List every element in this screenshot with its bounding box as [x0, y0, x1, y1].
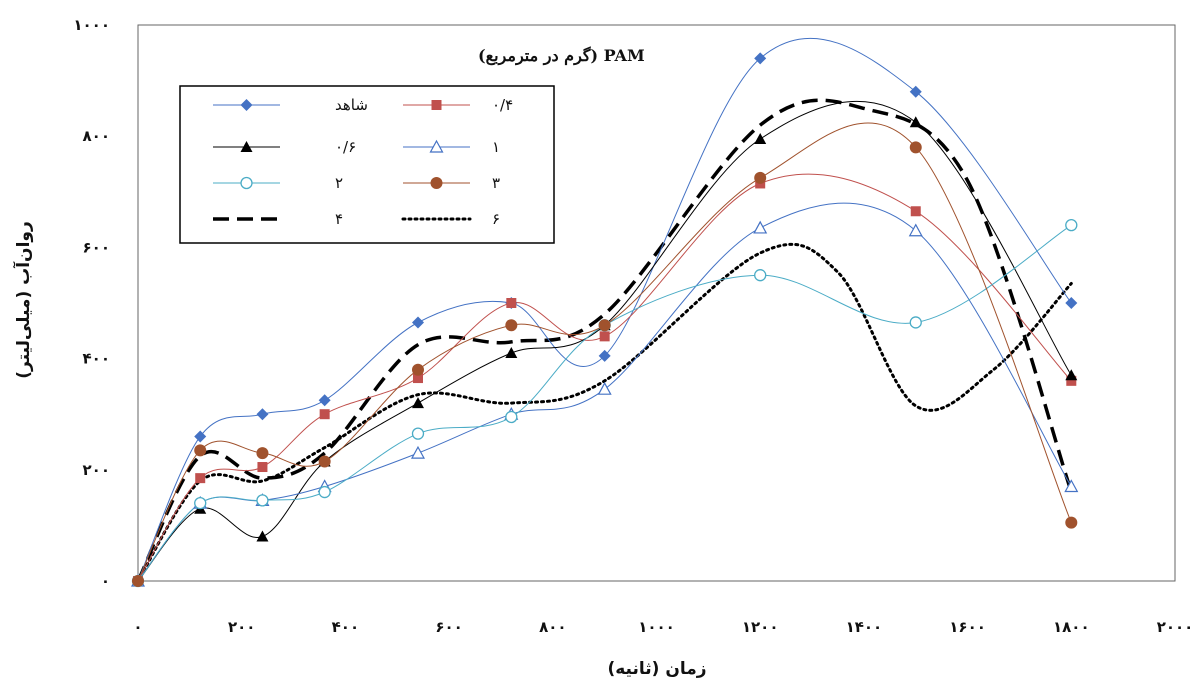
legend-label-5: ۲	[335, 174, 343, 192]
data-point-series-5	[755, 270, 766, 281]
y-tick-label: ۴۰۰	[83, 350, 110, 368]
x-tick-label: ۶۰۰	[435, 618, 462, 636]
x-tick-label: ۲۰۰۰	[1157, 618, 1194, 636]
data-point-series-2	[195, 473, 205, 483]
data-point-series-5	[412, 428, 423, 439]
legend-marker-2	[432, 100, 442, 110]
data-point-series-5	[506, 411, 517, 422]
x-tick-label: ۴۰۰	[332, 618, 359, 636]
data-point-series-6	[1065, 517, 1077, 529]
data-point-series-2	[911, 206, 921, 216]
x-tick-label: ۸۰۰	[539, 618, 566, 636]
y-tick-labels: ۰ ۲۰۰ ۴۰۰ ۶۰۰ ۸۰۰ ۱۰۰۰	[73, 16, 110, 590]
data-point-series-6	[132, 575, 144, 587]
data-point-series-5	[910, 317, 921, 328]
y-tick-label: ۱۰۰۰	[73, 16, 110, 34]
data-point-series-5	[1066, 220, 1077, 231]
x-tick-label: ۰	[133, 618, 142, 636]
data-point-series-6	[505, 319, 517, 331]
data-point-series-6	[194, 444, 206, 456]
data-point-series-2	[320, 409, 330, 419]
legend-label-1: شاهد	[335, 96, 368, 114]
legend-label-2: ۰/۴	[492, 96, 513, 114]
data-point-series-6	[910, 141, 922, 153]
x-tick-labels: ۰ ۲۰۰ ۴۰۰ ۶۰۰ ۸۰۰ ۱۰۰۰ ۱۲۰۰ ۱۴۰۰ ۱۶۰۰ ۱۸۰۰ ۲۰۰۰	[133, 618, 1193, 636]
data-point-series-2	[600, 331, 610, 341]
y-tick-label: ۸۰۰	[83, 127, 110, 145]
legend-marker-5	[241, 178, 252, 189]
x-tick-label: ۱۰۰۰	[638, 618, 675, 636]
data-point-series-5	[257, 495, 268, 506]
legend-label-7: ۴	[335, 210, 343, 228]
x-tick-label: ۲۰۰	[228, 618, 255, 636]
x-tick-label: ۱۴۰۰	[846, 618, 883, 636]
legend-title: PAM (گرم در مترمربع)	[478, 46, 645, 66]
legend-marker-6	[431, 177, 443, 189]
x-tick-label: ۱۶۰۰	[949, 618, 986, 636]
data-point-series-6	[256, 447, 268, 459]
x-tick-label: ۱۸۰۰	[1053, 618, 1090, 636]
y-tick-label: ۰	[101, 572, 110, 590]
data-point-series-6	[599, 319, 611, 331]
y-axis-title: روان‌آب (میلی‌لیتر)	[12, 221, 34, 379]
legend-label-3: ۰/۶	[335, 138, 356, 156]
data-point-series-2	[257, 462, 267, 472]
data-point-series-6	[754, 172, 766, 184]
x-axis-title: زمان (ثانیه)	[607, 659, 706, 679]
data-point-series-5	[319, 487, 330, 498]
data-point-series-6	[319, 455, 331, 467]
y-tick-label: ۲۰۰	[83, 461, 110, 479]
x-tick-label: ۱۲۰۰	[742, 618, 779, 636]
legend-label-4: ۱	[492, 138, 500, 156]
legend-label-6: ۳	[492, 174, 500, 192]
y-tick-label: ۶۰۰	[83, 238, 110, 256]
legend-label-8: ۶	[492, 210, 500, 228]
data-point-series-6	[412, 364, 424, 376]
data-point-series-2	[506, 298, 516, 308]
data-point-series-5	[195, 498, 206, 509]
